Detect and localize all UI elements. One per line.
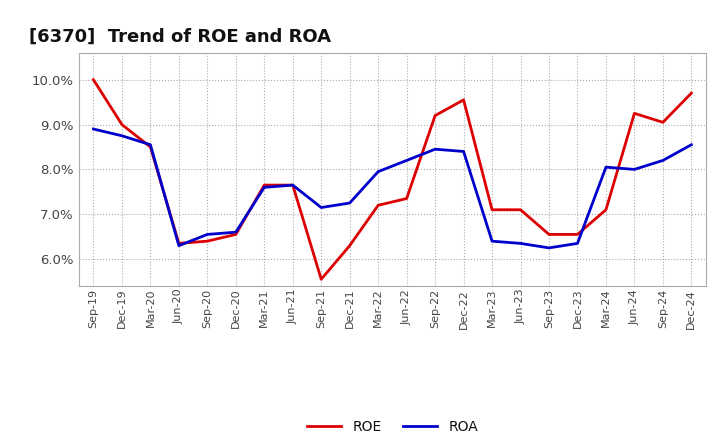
ROE xyxy=(117,122,126,127)
ROE xyxy=(687,91,696,96)
ROE xyxy=(146,144,155,150)
ROA xyxy=(374,169,382,174)
ROE xyxy=(89,77,98,82)
ROA xyxy=(346,200,354,205)
ROE xyxy=(374,203,382,208)
ROE xyxy=(487,207,496,213)
ROA xyxy=(232,230,240,235)
ROA xyxy=(289,183,297,188)
ROA xyxy=(89,126,98,132)
ROE xyxy=(260,183,269,188)
ROA xyxy=(260,185,269,190)
ROA xyxy=(487,238,496,244)
Line: ROA: ROA xyxy=(94,129,691,248)
ROE xyxy=(573,232,582,237)
ROE xyxy=(232,232,240,237)
ROA xyxy=(659,158,667,163)
ROE xyxy=(659,120,667,125)
ROA xyxy=(687,142,696,147)
ROA xyxy=(630,167,639,172)
ROE xyxy=(346,243,354,248)
ROA xyxy=(402,158,411,163)
ROA xyxy=(146,142,155,147)
ROE xyxy=(545,232,554,237)
ROE xyxy=(203,238,212,244)
ROE xyxy=(402,196,411,201)
ROA xyxy=(174,243,183,248)
ROA xyxy=(516,241,525,246)
ROA xyxy=(545,245,554,250)
ROE xyxy=(459,97,468,103)
ROA xyxy=(431,147,439,152)
Legend: ROE, ROA: ROE, ROA xyxy=(301,414,484,439)
ROA xyxy=(459,149,468,154)
ROA xyxy=(602,165,611,170)
Text: [6370]  Trend of ROE and ROA: [6370] Trend of ROE and ROA xyxy=(29,28,331,46)
ROA xyxy=(317,205,325,210)
ROE xyxy=(431,113,439,118)
ROE xyxy=(174,241,183,246)
ROE xyxy=(289,183,297,188)
ROE xyxy=(516,207,525,213)
ROA xyxy=(117,133,126,139)
ROA xyxy=(573,241,582,246)
ROE xyxy=(630,111,639,116)
ROE xyxy=(317,277,325,282)
ROA xyxy=(203,232,212,237)
ROE xyxy=(602,207,611,213)
Line: ROE: ROE xyxy=(94,80,691,279)
